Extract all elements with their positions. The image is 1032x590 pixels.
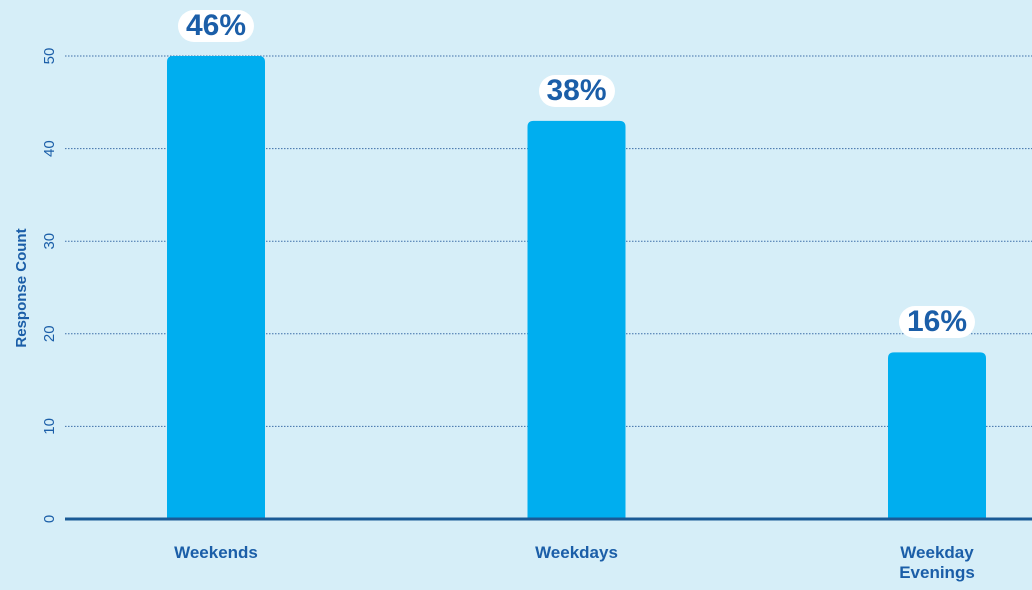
value-annotation: 38% <box>538 74 615 107</box>
value-annotation: 46% <box>177 10 255 42</box>
y-tick-label: 20 <box>41 325 58 342</box>
x-tick-label: Weekday Evenings <box>899 543 975 582</box>
bar <box>888 352 986 518</box>
value-annotation: 16% <box>898 306 976 339</box>
y-tick-label: 40 <box>41 140 58 157</box>
y-tick-label: 50 <box>41 48 58 65</box>
x-tick-label: Weekends <box>174 543 258 562</box>
x-tick-label: Weekdays <box>535 543 618 562</box>
bar <box>527 120 626 518</box>
bar <box>167 56 265 518</box>
y-tick-label: 0 <box>41 515 58 523</box>
y-axis-title: Response Count <box>13 228 30 347</box>
y-tick-label: 10 <box>41 418 58 435</box>
y-tick-label: 30 <box>41 233 58 250</box>
